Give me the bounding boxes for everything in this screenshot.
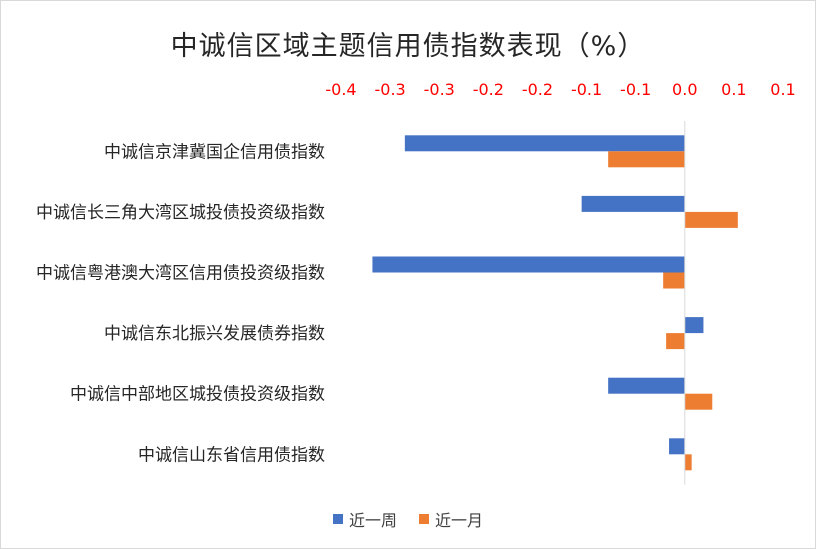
axis-tick-label: -0.1 [571,80,602,99]
axis-tick-label: 0.0 [672,80,697,99]
category-label: 中诚信京津冀国企信用债指数 [104,142,325,162]
legend-swatch-week [332,514,343,524]
bar-week [404,135,685,152]
axis-tick-label: -0.2 [473,80,504,99]
category-label: 中诚信东北振兴发展债券指数 [104,324,325,344]
category-label: 中诚信中部地区城投债投资级指数 [70,385,325,405]
chart-title: 中诚信区域主题信用债指数表现（%） [170,31,646,62]
category-label: 中诚信粤港澳大湾区信用债投资级指数 [36,264,325,284]
legend-item-month: 近一月 [419,507,483,531]
axis-tick-label: 0.1 [721,80,746,99]
legend: 近一周 近一月 [0,507,816,531]
axis-tick-label: -0.4 [325,80,356,99]
legend-item-week: 近一周 [332,507,397,531]
bar-week [669,438,685,455]
bar-week [372,256,685,273]
axis-tick-label: -0.3 [424,80,455,99]
bar-week [581,195,685,212]
bar-month [684,211,738,228]
legend-label-month: 近一月 [435,511,484,530]
category-label: 中诚信山东省信用债指数 [138,445,325,465]
bar-month [608,151,685,168]
bar-week [684,317,704,334]
axis-tick-label: -0.2 [522,80,553,99]
bar-month [663,272,685,289]
axis-tick-label: -0.1 [620,80,651,99]
category-label: 中诚信长三角大湾区城投债投资级指数 [36,203,325,223]
bar-month [684,454,692,471]
legend-label-week: 近一周 [348,511,397,530]
axis-tick-label: -0.3 [375,80,406,99]
bar-month [666,333,685,350]
axis-tick-label: 0.1 [770,80,795,99]
bar-month [684,393,713,410]
bar-week [608,377,685,394]
legend-swatch-month [419,514,429,524]
